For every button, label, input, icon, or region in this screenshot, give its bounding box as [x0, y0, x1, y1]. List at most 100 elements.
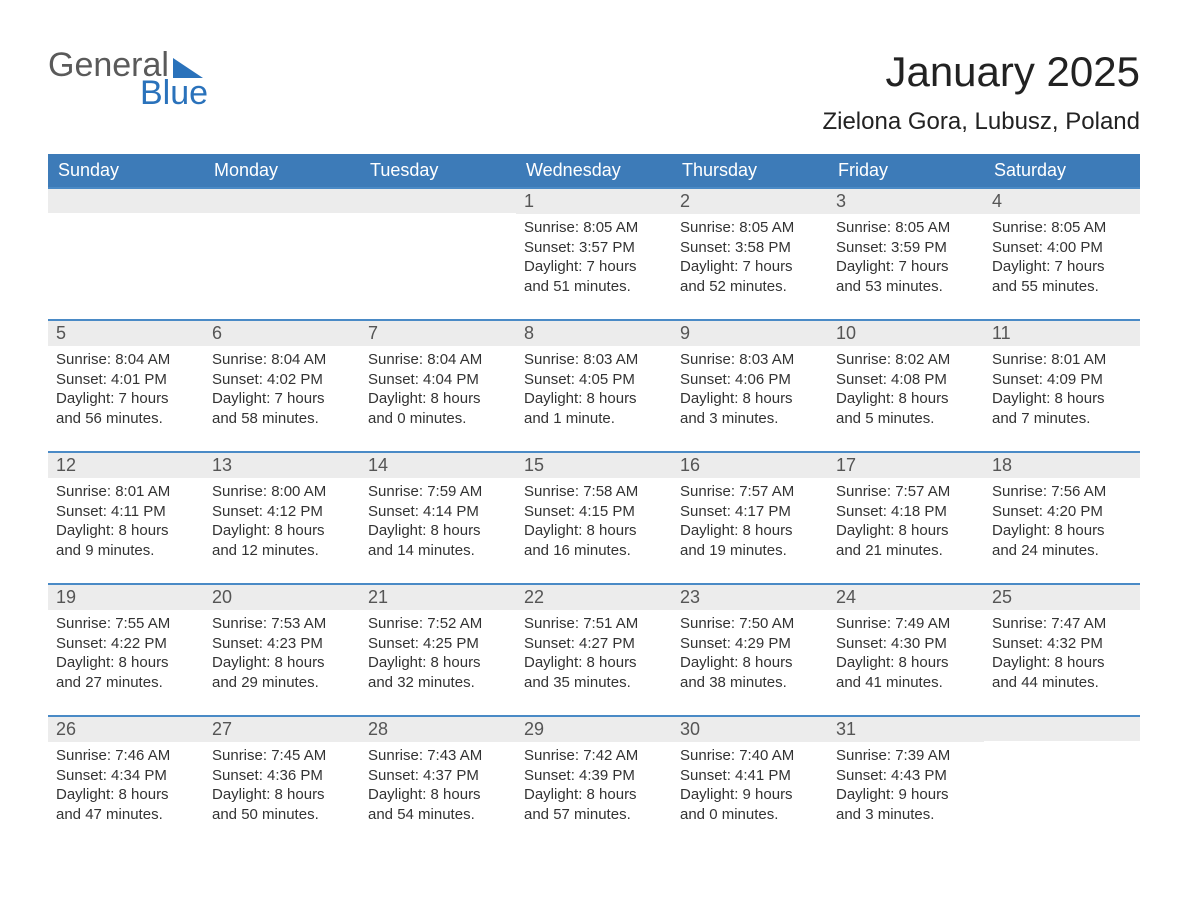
day-number: [360, 189, 516, 213]
day-content: Sunrise: 8:03 AMSunset: 4:06 PMDaylight:…: [672, 346, 828, 436]
day-content: Sunrise: 7:57 AMSunset: 4:18 PMDaylight:…: [828, 478, 984, 568]
sunset-text: Sunset: 4:00 PM: [992, 238, 1132, 258]
daylight-text: Daylight: 8 hours and 0 minutes.: [368, 389, 508, 428]
sunset-text: Sunset: 4:14 PM: [368, 502, 508, 522]
sunrise-text: Sunrise: 7:55 AM: [56, 614, 196, 634]
sunrise-text: Sunrise: 8:05 AM: [992, 218, 1132, 238]
calendar-day-cell: 16Sunrise: 7:57 AMSunset: 4:17 PMDayligh…: [672, 452, 828, 584]
calendar-day-cell: 26Sunrise: 7:46 AMSunset: 4:34 PMDayligh…: [48, 716, 204, 848]
day-content: Sunrise: 7:57 AMSunset: 4:17 PMDaylight:…: [672, 478, 828, 568]
logo-text-blue: Blue: [140, 76, 208, 110]
sunset-text: Sunset: 3:59 PM: [836, 238, 976, 258]
calendar-day-cell: 25Sunrise: 7:47 AMSunset: 4:32 PMDayligh…: [984, 584, 1140, 716]
calendar-day-cell: 8Sunrise: 8:03 AMSunset: 4:05 PMDaylight…: [516, 320, 672, 452]
sunrise-text: Sunrise: 7:39 AM: [836, 746, 976, 766]
day-number: 26: [48, 717, 204, 742]
sunset-text: Sunset: 4:18 PM: [836, 502, 976, 522]
sunset-text: Sunset: 4:23 PM: [212, 634, 352, 654]
sunrise-text: Sunrise: 8:05 AM: [836, 218, 976, 238]
daylight-text: Daylight: 8 hours and 44 minutes.: [992, 653, 1132, 692]
calendar-week-row: 26Sunrise: 7:46 AMSunset: 4:34 PMDayligh…: [48, 716, 1140, 848]
daylight-text: Daylight: 8 hours and 5 minutes.: [836, 389, 976, 428]
calendar-day-cell: 2Sunrise: 8:05 AMSunset: 3:58 PMDaylight…: [672, 188, 828, 320]
sunset-text: Sunset: 4:06 PM: [680, 370, 820, 390]
calendar-day-cell: 11Sunrise: 8:01 AMSunset: 4:09 PMDayligh…: [984, 320, 1140, 452]
day-content: Sunrise: 8:01 AMSunset: 4:09 PMDaylight:…: [984, 346, 1140, 436]
daylight-text: Daylight: 8 hours and 47 minutes.: [56, 785, 196, 824]
day-content: Sunrise: 7:56 AMSunset: 4:20 PMDaylight:…: [984, 478, 1140, 568]
sunset-text: Sunset: 4:12 PM: [212, 502, 352, 522]
day-content: Sunrise: 7:45 AMSunset: 4:36 PMDaylight:…: [204, 742, 360, 832]
day-content: Sunrise: 8:02 AMSunset: 4:08 PMDaylight:…: [828, 346, 984, 436]
header-bar: General Blue January 2025 Zielona Gora, …: [48, 48, 1140, 136]
logo: General Blue: [48, 48, 208, 110]
day-content: Sunrise: 7:52 AMSunset: 4:25 PMDaylight:…: [360, 610, 516, 700]
day-content: Sunrise: 7:49 AMSunset: 4:30 PMDaylight:…: [828, 610, 984, 700]
calendar-day-cell: 14Sunrise: 7:59 AMSunset: 4:14 PMDayligh…: [360, 452, 516, 584]
day-header: Sunday: [48, 154, 204, 188]
daylight-text: Daylight: 7 hours and 56 minutes.: [56, 389, 196, 428]
calendar-day-cell: 27Sunrise: 7:45 AMSunset: 4:36 PMDayligh…: [204, 716, 360, 848]
calendar-day-cell: 31Sunrise: 7:39 AMSunset: 4:43 PMDayligh…: [828, 716, 984, 848]
daylight-text: Daylight: 8 hours and 3 minutes.: [680, 389, 820, 428]
daylight-text: Daylight: 9 hours and 0 minutes.: [680, 785, 820, 824]
day-number: 31: [828, 717, 984, 742]
calendar-day-cell: 22Sunrise: 7:51 AMSunset: 4:27 PMDayligh…: [516, 584, 672, 716]
calendar-day-cell: [984, 716, 1140, 848]
sunrise-text: Sunrise: 8:03 AM: [680, 350, 820, 370]
day-header: Friday: [828, 154, 984, 188]
location-text: Zielona Gora, Lubusz, Poland: [822, 108, 1140, 136]
sunset-text: Sunset: 4:02 PM: [212, 370, 352, 390]
sunrise-text: Sunrise: 8:03 AM: [524, 350, 664, 370]
day-number: 27: [204, 717, 360, 742]
daylight-text: Daylight: 9 hours and 3 minutes.: [836, 785, 976, 824]
page: General Blue January 2025 Zielona Gora, …: [0, 0, 1188, 896]
day-number: 15: [516, 453, 672, 478]
day-number: 17: [828, 453, 984, 478]
sunrise-text: Sunrise: 8:02 AM: [836, 350, 976, 370]
sunrise-text: Sunrise: 7:46 AM: [56, 746, 196, 766]
calendar-day-cell: 20Sunrise: 7:53 AMSunset: 4:23 PMDayligh…: [204, 584, 360, 716]
calendar-day-cell: 10Sunrise: 8:02 AMSunset: 4:08 PMDayligh…: [828, 320, 984, 452]
sunrise-text: Sunrise: 7:50 AM: [680, 614, 820, 634]
day-number: 5: [48, 321, 204, 346]
day-number: 13: [204, 453, 360, 478]
sunrise-text: Sunrise: 7:42 AM: [524, 746, 664, 766]
day-content: Sunrise: 7:42 AMSunset: 4:39 PMDaylight:…: [516, 742, 672, 832]
day-content: Sunrise: 8:05 AMSunset: 3:59 PMDaylight:…: [828, 214, 984, 304]
day-number: 11: [984, 321, 1140, 346]
daylight-text: Daylight: 8 hours and 24 minutes.: [992, 521, 1132, 560]
sunrise-text: Sunrise: 7:53 AM: [212, 614, 352, 634]
daylight-text: Daylight: 8 hours and 38 minutes.: [680, 653, 820, 692]
day-number: [984, 717, 1140, 741]
daylight-text: Daylight: 8 hours and 9 minutes.: [56, 521, 196, 560]
day-content: Sunrise: 7:59 AMSunset: 4:14 PMDaylight:…: [360, 478, 516, 568]
calendar-day-cell: 5Sunrise: 8:04 AMSunset: 4:01 PMDaylight…: [48, 320, 204, 452]
sunrise-text: Sunrise: 7:57 AM: [836, 482, 976, 502]
sunset-text: Sunset: 4:01 PM: [56, 370, 196, 390]
calendar-week-row: 1Sunrise: 8:05 AMSunset: 3:57 PMDaylight…: [48, 188, 1140, 320]
calendar-day-cell: [360, 188, 516, 320]
sunset-text: Sunset: 3:58 PM: [680, 238, 820, 258]
day-number: 21: [360, 585, 516, 610]
day-content: Sunrise: 7:53 AMSunset: 4:23 PMDaylight:…: [204, 610, 360, 700]
day-content: Sunrise: 8:01 AMSunset: 4:11 PMDaylight:…: [48, 478, 204, 568]
sunrise-text: Sunrise: 7:56 AM: [992, 482, 1132, 502]
sunrise-text: Sunrise: 7:45 AM: [212, 746, 352, 766]
calendar-week-row: 12Sunrise: 8:01 AMSunset: 4:11 PMDayligh…: [48, 452, 1140, 584]
calendar-day-cell: 13Sunrise: 8:00 AMSunset: 4:12 PMDayligh…: [204, 452, 360, 584]
calendar-day-cell: 3Sunrise: 8:05 AMSunset: 3:59 PMDaylight…: [828, 188, 984, 320]
day-content: Sunrise: 8:04 AMSunset: 4:01 PMDaylight:…: [48, 346, 204, 436]
sunrise-text: Sunrise: 7:49 AM: [836, 614, 976, 634]
sunset-text: Sunset: 4:27 PM: [524, 634, 664, 654]
day-number: 18: [984, 453, 1140, 478]
daylight-text: Daylight: 7 hours and 51 minutes.: [524, 257, 664, 296]
sunrise-text: Sunrise: 8:05 AM: [524, 218, 664, 238]
sunset-text: Sunset: 4:20 PM: [992, 502, 1132, 522]
calendar-day-cell: [48, 188, 204, 320]
sunset-text: Sunset: 4:32 PM: [992, 634, 1132, 654]
sunrise-text: Sunrise: 7:57 AM: [680, 482, 820, 502]
daylight-text: Daylight: 8 hours and 41 minutes.: [836, 653, 976, 692]
day-header: Tuesday: [360, 154, 516, 188]
sunrise-text: Sunrise: 7:52 AM: [368, 614, 508, 634]
